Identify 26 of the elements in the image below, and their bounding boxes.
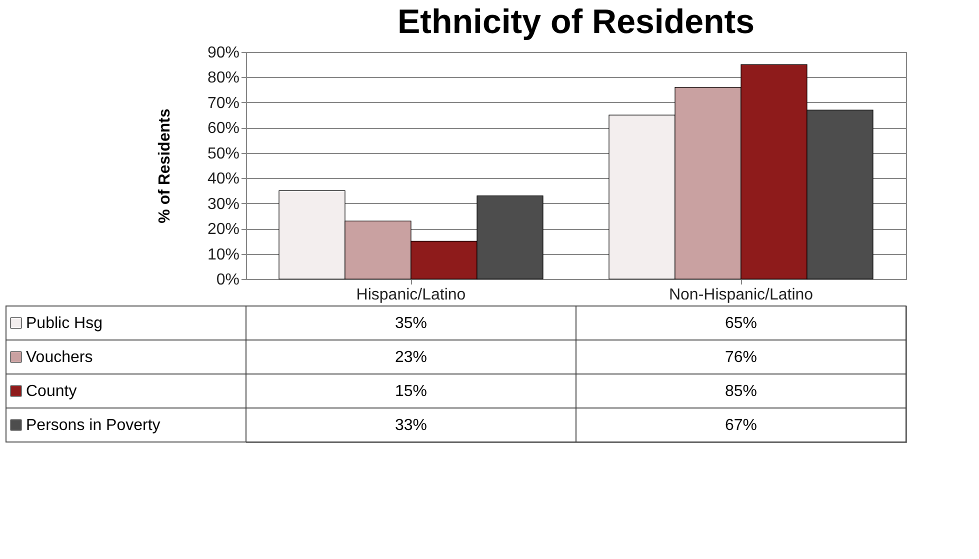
y-tick-label: 70% xyxy=(207,94,240,112)
data-label: 35% xyxy=(394,315,428,332)
y-tick-label: 0% xyxy=(216,272,240,288)
data-label: 33% xyxy=(394,417,428,434)
data-label: 23% xyxy=(394,349,428,366)
y-tick-label: 30% xyxy=(207,196,240,213)
data-label: 15% xyxy=(394,383,428,400)
y-tick-label: 80% xyxy=(207,70,240,87)
legend-label: Vouchers xyxy=(26,349,93,366)
chart-title: Ethnicity of Residents xyxy=(397,3,755,41)
y-tick-label: 40% xyxy=(207,170,240,188)
y-tick-label: 10% xyxy=(207,246,240,264)
data-label: 85% xyxy=(724,383,758,400)
data-label: 67% xyxy=(724,417,758,434)
y-tick-label: 20% xyxy=(207,221,240,238)
y-axis-title: % of Residents xyxy=(156,108,174,224)
y-tick-label: 50% xyxy=(207,145,240,162)
legend-label: Persons in Poverty xyxy=(26,417,160,434)
data-label: 76% xyxy=(724,349,758,366)
x-tick-label: Non-Hispanic/Latino xyxy=(668,286,814,304)
y-tick-label: 90% xyxy=(207,44,240,62)
y-tick-label: 60% xyxy=(207,120,240,138)
legend-label: County xyxy=(26,383,77,400)
legend-label: Public Hsg xyxy=(26,315,102,332)
x-tick-label: Hispanic/Latino xyxy=(356,286,466,304)
data-label: 65% xyxy=(724,315,758,332)
